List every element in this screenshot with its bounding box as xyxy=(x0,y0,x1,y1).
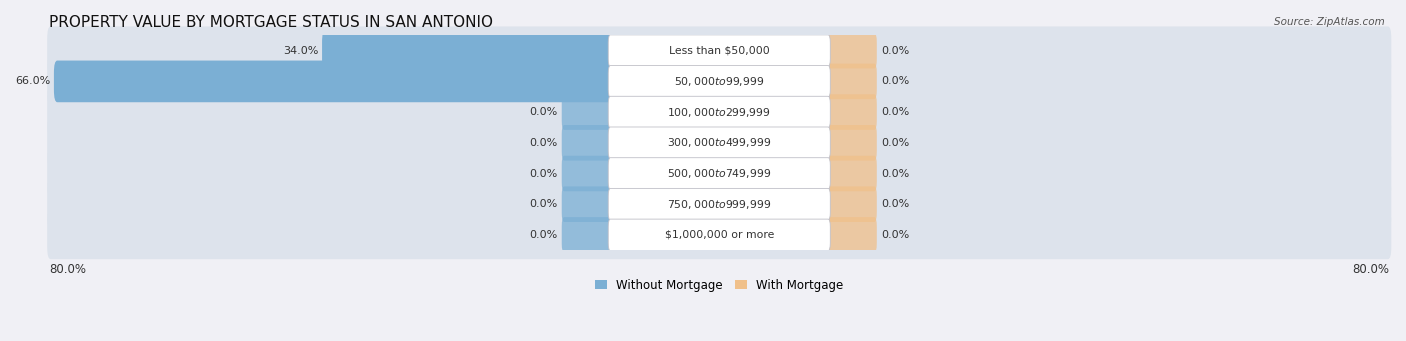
Text: 0.0%: 0.0% xyxy=(529,230,558,240)
Text: $300,000 to $499,999: $300,000 to $499,999 xyxy=(668,136,772,149)
Text: 0.0%: 0.0% xyxy=(882,138,910,148)
Text: $50,000 to $99,999: $50,000 to $99,999 xyxy=(673,75,765,88)
FancyBboxPatch shape xyxy=(609,35,831,66)
FancyBboxPatch shape xyxy=(609,127,831,159)
FancyBboxPatch shape xyxy=(53,61,613,102)
FancyBboxPatch shape xyxy=(825,33,877,69)
FancyBboxPatch shape xyxy=(48,211,1392,259)
FancyBboxPatch shape xyxy=(825,187,877,222)
FancyBboxPatch shape xyxy=(562,125,613,161)
FancyBboxPatch shape xyxy=(825,64,877,99)
FancyBboxPatch shape xyxy=(562,187,613,222)
FancyBboxPatch shape xyxy=(48,27,1392,75)
FancyBboxPatch shape xyxy=(609,96,831,128)
Text: 80.0%: 80.0% xyxy=(1353,263,1389,276)
FancyBboxPatch shape xyxy=(825,156,877,191)
Text: 0.0%: 0.0% xyxy=(882,107,910,117)
Text: 66.0%: 66.0% xyxy=(15,76,51,86)
Text: 0.0%: 0.0% xyxy=(882,168,910,178)
FancyBboxPatch shape xyxy=(322,30,613,72)
Text: Less than $50,000: Less than $50,000 xyxy=(669,46,769,56)
FancyBboxPatch shape xyxy=(609,188,831,220)
Text: 0.0%: 0.0% xyxy=(529,107,558,117)
Text: 0.0%: 0.0% xyxy=(529,168,558,178)
Text: 34.0%: 34.0% xyxy=(284,46,319,56)
FancyBboxPatch shape xyxy=(48,88,1392,136)
FancyBboxPatch shape xyxy=(825,125,877,161)
Text: 0.0%: 0.0% xyxy=(529,199,558,209)
FancyBboxPatch shape xyxy=(562,156,613,191)
FancyBboxPatch shape xyxy=(825,94,877,130)
Text: $750,000 to $999,999: $750,000 to $999,999 xyxy=(668,198,772,211)
Text: 0.0%: 0.0% xyxy=(882,46,910,56)
Text: 0.0%: 0.0% xyxy=(529,138,558,148)
Legend: Without Mortgage, With Mortgage: Without Mortgage, With Mortgage xyxy=(595,279,844,292)
Text: $100,000 to $299,999: $100,000 to $299,999 xyxy=(668,106,772,119)
FancyBboxPatch shape xyxy=(48,149,1392,198)
FancyBboxPatch shape xyxy=(48,57,1392,106)
Text: 0.0%: 0.0% xyxy=(882,230,910,240)
FancyBboxPatch shape xyxy=(48,119,1392,167)
Text: 0.0%: 0.0% xyxy=(882,199,910,209)
Text: $500,000 to $749,999: $500,000 to $749,999 xyxy=(668,167,772,180)
FancyBboxPatch shape xyxy=(825,217,877,253)
Text: 0.0%: 0.0% xyxy=(882,76,910,86)
Text: PROPERTY VALUE BY MORTGAGE STATUS IN SAN ANTONIO: PROPERTY VALUE BY MORTGAGE STATUS IN SAN… xyxy=(49,15,494,30)
FancyBboxPatch shape xyxy=(48,180,1392,228)
FancyBboxPatch shape xyxy=(609,158,831,189)
FancyBboxPatch shape xyxy=(609,219,831,251)
Text: $1,000,000 or more: $1,000,000 or more xyxy=(665,230,773,240)
Text: Source: ZipAtlas.com: Source: ZipAtlas.com xyxy=(1274,17,1385,27)
Text: 80.0%: 80.0% xyxy=(49,263,86,276)
FancyBboxPatch shape xyxy=(562,217,613,253)
FancyBboxPatch shape xyxy=(562,94,613,130)
FancyBboxPatch shape xyxy=(609,65,831,97)
